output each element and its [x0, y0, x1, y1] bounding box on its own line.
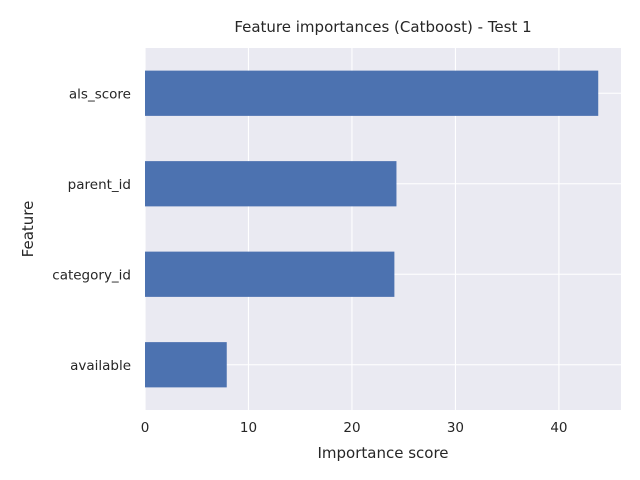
x-tick-label: 10	[240, 420, 257, 436]
bar-available	[145, 342, 227, 388]
y-axis-label: Feature	[19, 201, 37, 258]
bar-parent_id	[145, 161, 397, 207]
bar-category_id	[145, 251, 395, 297]
bar-als_score	[145, 70, 599, 116]
y-tick-label: category_id	[52, 267, 131, 283]
bars	[145, 70, 599, 388]
x-tick-label: 20	[343, 420, 360, 436]
x-tick-labels: 0 10 20 30 40	[141, 420, 568, 436]
y-tick-label: parent_id	[68, 177, 131, 193]
x-tick-label: 40	[550, 420, 567, 436]
y-tick-labels: als_score parent_id category_id available	[52, 86, 131, 374]
x-axis-label: Importance score	[317, 444, 448, 462]
x-tick-label: 0	[141, 420, 150, 436]
chart-title: Feature importances (Catboost) - Test 1	[234, 18, 531, 36]
y-tick-label: als_score	[69, 86, 131, 102]
x-tick-label: 30	[447, 420, 464, 436]
y-tick-label: available	[70, 358, 131, 374]
